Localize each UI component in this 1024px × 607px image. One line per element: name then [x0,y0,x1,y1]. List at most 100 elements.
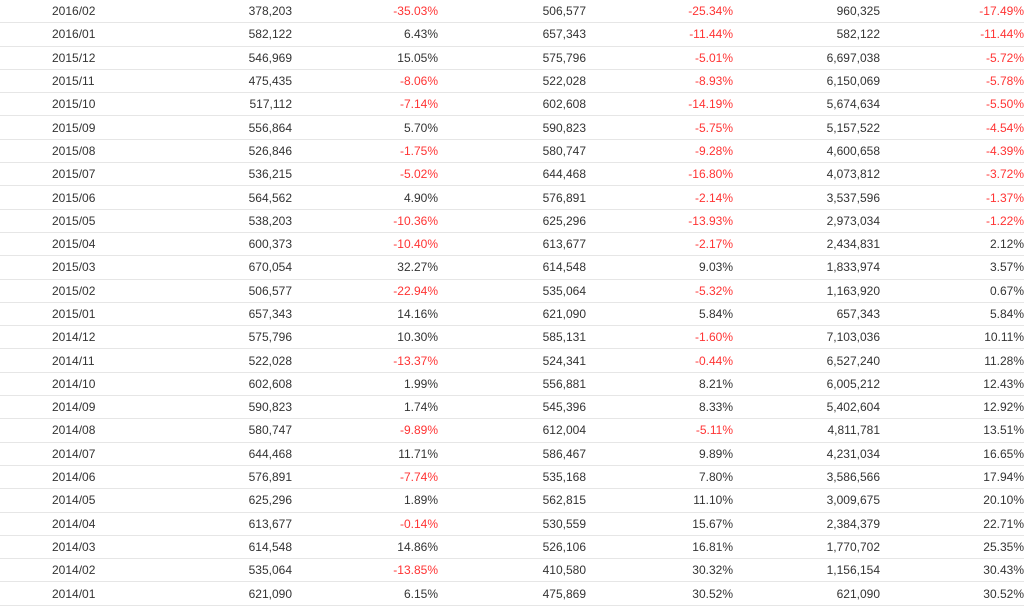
change-2-cell: 8.33% [586,395,733,420]
table-row: 2014/05 625,296 1.89% 562,815 11.10% 3,009,67… [0,488,1024,513]
value-1-cell: 613,677 [150,512,292,536]
value-3-cell: 4,073,812 [733,162,880,187]
value-2-cell: 575,796 [438,46,586,70]
change-3-cell: -5.50% [880,92,1024,117]
value-1-cell: 517,112 [150,92,292,117]
change-1-cell: -7.14% [292,92,438,117]
change-1-cell: 32.27% [292,255,438,280]
month-cell: 2016/01 [0,22,150,47]
value-1-cell: 614,548 [150,535,292,560]
change-1-cell: -22.94% [292,279,438,303]
table-row: 2014/01 621,090 6.15% 475,869 30.52% 621,090 3… [0,581,1024,606]
value-3-cell: 4,231,034 [733,442,880,466]
value-3-cell: 5,157,522 [733,115,880,140]
month-cell: 2015/06 [0,185,150,210]
month-cell: 2015/10 [0,92,150,117]
change-3-cell: 3.57% [880,255,1024,280]
value-2-cell: 612,004 [438,418,586,443]
change-1-cell: -10.36% [292,209,438,233]
month-cell: 2015/02 [0,279,150,303]
value-1-cell: 602,608 [150,372,292,397]
value-2-cell: 530,559 [438,512,586,536]
change-1-cell: 1.74% [292,395,438,420]
value-2-cell: 625,296 [438,209,586,233]
month-cell: 2014/03 [0,535,150,560]
value-2-cell: 621,090 [438,302,586,327]
value-2-cell: 410,580 [438,558,586,583]
change-2-cell: 9.03% [586,255,733,280]
table-row: 2016/02 378,203 -35.03% 506,577 -25.34% 960,3… [0,0,1024,24]
table-row: 2014/09 590,823 1.74% 545,396 8.33% 5,402,604… [0,395,1024,420]
change-1-cell: -13.85% [292,558,438,583]
table-row: 2015/12 546,969 15.05% 575,796 -5.01% 6,697,0… [0,46,1024,70]
change-3-cell: 2.12% [880,232,1024,257]
change-1-cell: -13.37% [292,348,438,373]
month-cell: 2015/09 [0,115,150,140]
value-2-cell: 614,548 [438,255,586,280]
table-row: 2015/11 475,435 -8.06% 522,028 -8.93% 6,150,0… [0,69,1024,94]
change-3-cell: 13.51% [880,418,1024,443]
value-1-cell: 535,064 [150,558,292,583]
change-1-cell: -35.03% [292,0,438,24]
month-cell: 2014/04 [0,512,150,536]
value-3-cell: 1,770,702 [733,535,880,560]
change-1-cell: -7.74% [292,465,438,490]
value-3-cell: 3,586,566 [733,465,880,490]
value-1-cell: 538,203 [150,209,292,233]
value-3-cell: 657,343 [733,302,880,327]
change-3-cell: 10.11% [880,325,1024,350]
value-1-cell: 522,028 [150,348,292,373]
value-3-cell: 2,434,831 [733,232,880,257]
change-2-cell: -9.28% [586,139,733,164]
value-2-cell: 576,891 [438,185,586,210]
change-2-cell: -13.93% [586,209,733,233]
change-1-cell: -10.40% [292,232,438,257]
month-cell: 2014/07 [0,442,150,466]
value-3-cell: 621,090 [733,581,880,606]
month-cell: 2015/11 [0,69,150,94]
value-3-cell: 6,697,038 [733,46,880,70]
change-2-cell: -11.44% [586,22,733,47]
month-cell: 2014/06 [0,465,150,490]
change-3-cell: -17.49% [880,0,1024,24]
change-3-cell: -1.22% [880,209,1024,233]
value-3-cell: 1,156,154 [733,558,880,583]
value-3-cell: 2,384,379 [733,512,880,536]
change-3-cell: -3.72% [880,162,1024,187]
value-2-cell: 556,881 [438,372,586,397]
value-3-cell: 5,674,634 [733,92,880,117]
change-1-cell: -9.89% [292,418,438,443]
value-3-cell: 1,833,974 [733,255,880,280]
table-row: 2014/12 575,796 10.30% 585,131 -1.60% 7,103,0… [0,325,1024,350]
value-2-cell: 475,869 [438,581,586,606]
table-row: 2014/04 613,677 -0.14% 530,559 15.67% 2,384,3… [0,512,1024,536]
change-1-cell: 1.99% [292,372,438,397]
change-3-cell: 22.71% [880,512,1024,536]
value-2-cell: 545,396 [438,395,586,420]
value-3-cell: 6,150,069 [733,69,880,94]
value-3-cell: 6,005,212 [733,372,880,397]
change-3-cell: 5.84% [880,302,1024,327]
change-3-cell: 11.28% [880,348,1024,373]
month-cell: 2014/12 [0,325,150,350]
month-cell: 2015/08 [0,139,150,164]
value-1-cell: 582,122 [150,22,292,47]
change-2-cell: -2.14% [586,185,733,210]
table-row: 2015/02 506,577 -22.94% 535,064 -5.32% 1,163,… [0,279,1024,303]
value-1-cell: 644,468 [150,442,292,466]
table-row: 2014/11 522,028 -13.37% 524,341 -0.44% 6,527,… [0,348,1024,373]
value-2-cell: 590,823 [438,115,586,140]
change-3-cell: 12.92% [880,395,1024,420]
value-2-cell: 535,064 [438,279,586,303]
value-2-cell: 506,577 [438,0,586,24]
value-3-cell: 1,163,920 [733,279,880,303]
value-3-cell: 2,973,034 [733,209,880,233]
change-1-cell: 4.90% [292,185,438,210]
month-cell: 2015/04 [0,232,150,257]
value-1-cell: 600,373 [150,232,292,257]
value-2-cell: 562,815 [438,488,586,513]
value-2-cell: 585,131 [438,325,586,350]
change-1-cell: 6.43% [292,22,438,47]
